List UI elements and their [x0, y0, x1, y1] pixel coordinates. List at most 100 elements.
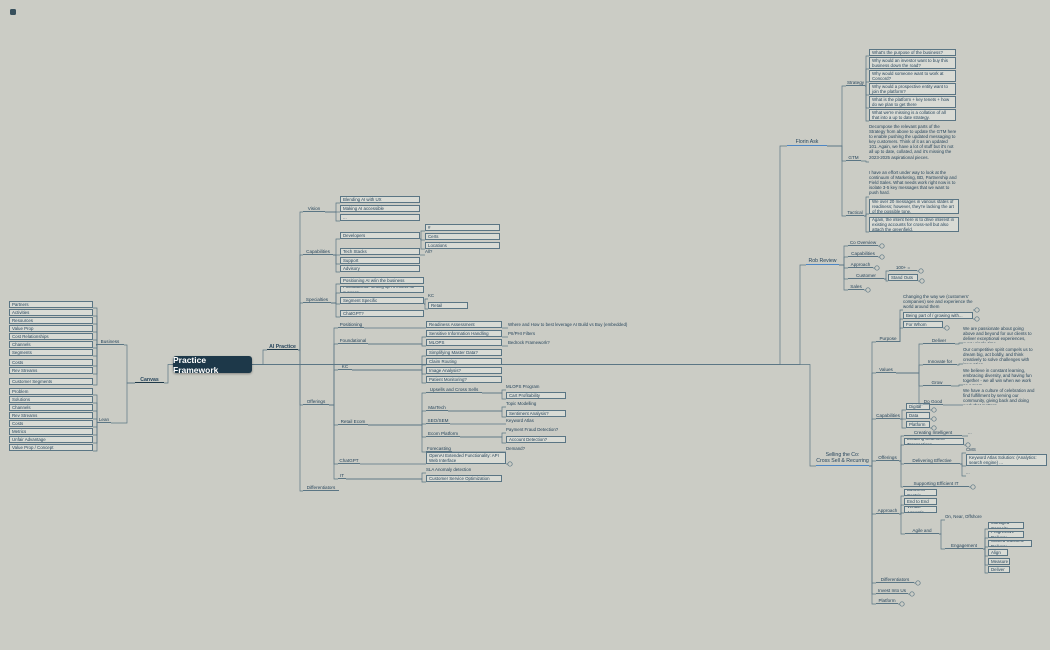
topic-off[interactable]: Offerings: [303, 399, 329, 405]
topic-cso[interactable]: Customer Service Optimization: [426, 475, 502, 482]
collapse-badge-rb4b[interactable]: [919, 278, 925, 284]
topic-retail[interactable]: Retail Ecom: [338, 419, 368, 425]
topic-stacks1[interactable]: All?: [425, 249, 433, 254]
topic-ofit[interactable]: IT: [338, 473, 346, 479]
topic-stacks[interactable]: Tech Stacks: [340, 248, 420, 255]
topic-seo[interactable]: SEO/SEM: [426, 418, 450, 424]
topic-eng[interactable]: Engagement Models: [945, 543, 983, 549]
topic-bm9[interactable]: Rev Streams: [9, 367, 93, 374]
topic-rb5[interactable]: Sales: [848, 284, 864, 290]
topic-eng2[interactable]: Progressive Delivery: [988, 531, 1024, 538]
topic-martech[interactable]: MarTech: [426, 405, 448, 411]
topic-fore[interactable]: Forecasting: [426, 446, 452, 452]
topic-bm5[interactable]: Cost Relationships: [9, 333, 93, 340]
collapse-badge-sinv[interactable]: [909, 591, 915, 597]
topic-soff[interactable]: Offerings: [876, 455, 899, 461]
topic-ofkc[interactable]: KC: [338, 364, 352, 370]
topic-where[interactable]: Where and How to best leverage AI Build …: [508, 322, 628, 327]
topic-v2[interactable]: Innovate for Impact: [923, 359, 957, 365]
topic-v4[interactable]: Do Good: [923, 399, 943, 405]
topic-ap4a[interactable]: On, Near, Offshore: [945, 514, 982, 519]
collapse-badge-rb3[interactable]: [874, 265, 880, 271]
topic-eng3[interactable]: Shared Outcome Delivery: [988, 540, 1032, 547]
topic-vi1[interactable]: Blending AI with UX: [340, 196, 420, 203]
topic-sla[interactable]: SLA Anomaly detection: [426, 467, 472, 472]
topic-q3[interactable]: Why would someone want to work at Concor…: [869, 70, 956, 82]
topic-pii[interactable]: PII/PHI Filters: [508, 331, 536, 336]
topic-vi2[interactable]: Making AI accessible: [340, 205, 420, 212]
topic-kc3[interactable]: Image Analysis?: [426, 367, 502, 374]
topic-scap[interactable]: Capabilities: [876, 413, 900, 419]
topic-bm6[interactable]: Channels: [9, 341, 93, 348]
topic-bm8[interactable]: Costs: [9, 359, 93, 366]
topic-so3[interactable]: Delivering Effective Activation: [904, 458, 960, 464]
topic-dev2[interactable]: Certs: [425, 233, 500, 240]
collapse-badge-sdiff[interactable]: [915, 580, 921, 586]
topic-bm[interactable]: Business Model: [96, 339, 124, 345]
topic-gtm[interactable]: GTM: [846, 155, 861, 161]
topic-spec[interactable]: Specialties: [303, 297, 331, 303]
collapse-badge-rb1[interactable]: [879, 243, 885, 249]
topic-sens[interactable]: Sensitive Information Handling: [426, 330, 502, 337]
topic-t1[interactable]: I have an effort under way to look at th…: [869, 170, 957, 196]
topic-mlops[interactable]: MLOPS: [426, 339, 502, 346]
topic-canvas[interactable]: Canvas: [135, 377, 164, 383]
topic-ap1[interactable]: Business Centric: [904, 489, 937, 496]
topic-vi3[interactable]: ...: [340, 214, 420, 221]
topic-aidiff[interactable]: Differentiators: [303, 485, 339, 491]
collapse-badge-rb2[interactable]: [879, 254, 885, 260]
topic-splat[interactable]: Platform: [876, 598, 898, 604]
topic-caps[interactable]: Capabilities: [303, 249, 333, 255]
collapse-badge-scap2[interactable]: [931, 416, 937, 422]
topic-dev1[interactable]: #: [425, 224, 500, 231]
topic-sp3a[interactable]: KC: [428, 293, 435, 298]
collapse-badge-pp1[interactable]: [974, 307, 980, 313]
topic-bm7[interactable]: Segments: [9, 349, 93, 356]
topic-so3a[interactable]: CMS: [966, 447, 976, 452]
topic-eng5[interactable]: Measure: [988, 558, 1010, 565]
collapse-badge-rb4a[interactable]: [918, 268, 924, 274]
topic-kc2[interactable]: Claim Routing: [426, 358, 502, 365]
topic-rb4b[interactable]: Stand Outs: [888, 274, 918, 281]
topic-ups[interactable]: Upsells and Cross Sells: [426, 387, 482, 393]
topic-q2[interactable]: Why would an investor want to buy this b…: [869, 57, 956, 69]
topic-ofchat[interactable]: ChatGPT: [338, 458, 360, 464]
topic-sp1[interactable]: Positioning AI w/in the business: [340, 277, 424, 284]
topic-so2[interactable]: Enabling Seamless Transactions: [904, 438, 964, 445]
topic-q6[interactable]: What we're missing is a collation of all…: [869, 109, 956, 121]
topic-v1[interactable]: Deliver Excellence: [923, 338, 955, 344]
topic-eng4[interactable]: Align: [988, 549, 1008, 556]
topic-sp4[interactable]: ChatGPT?: [340, 310, 424, 317]
topic-sp2[interactable]: Foundational: setting up AI efforts for …: [340, 286, 424, 293]
topic-so1[interactable]: Creating Intelligent Experiences: [904, 430, 962, 436]
topic-ln4[interactable]: Rev Streams: [9, 412, 93, 419]
topic-mt2[interactable]: Sentiment Analysis?: [506, 410, 566, 417]
topic-q4[interactable]: Why would a prospective entity want to j…: [869, 83, 956, 95]
topic-q1[interactable]: What's the purpose of the business?: [869, 49, 956, 56]
topic-ap3[interactable]: Vendor Agnostic: [904, 506, 937, 513]
topic-strategy[interactable]: Strategy: [846, 80, 865, 86]
collapse-badge-scap1[interactable]: [931, 407, 937, 413]
topic-root[interactable]: Practice Framework: [173, 356, 252, 373]
topic-pp1[interactable]: Changing the way we (customers' companie…: [903, 294, 973, 310]
topic-bm10[interactable]: Customer Segments: [9, 378, 93, 385]
topic-pp2[interactable]: Being part of / growing with...: [903, 312, 973, 319]
topic-florin[interactable]: Florin Ask: [787, 139, 827, 146]
topic-v1d[interactable]: We are passionate about going above and …: [963, 326, 1032, 343]
topic-fore1[interactable]: Demand?: [506, 446, 526, 451]
topic-ln6[interactable]: Metrics: [9, 428, 93, 435]
topic-so3b[interactable]: Keyword Atlas Solution: (Analytics: sear…: [966, 454, 1047, 466]
topic-so4[interactable]: Supporting Efficient IT operations: [903, 481, 969, 487]
topic-rb4[interactable]: Customer Overview: [848, 273, 884, 279]
topic-bm4[interactable]: Value Prop: [9, 325, 93, 332]
topic-sell[interactable]: Selling the Co: Cross Sell & Recurring: [816, 452, 869, 466]
topic-sdiff[interactable]: Differentiators: [876, 577, 914, 583]
topic-sp3[interactable]: Segment Specific: [340, 297, 424, 304]
topic-t3[interactable]: Again, the intent here is to drive inter…: [869, 217, 959, 232]
topic-bedrock[interactable]: Bedrock Framework?: [508, 340, 550, 345]
topic-ln3[interactable]: Channels: [9, 404, 93, 411]
topic-ai[interactable]: AI Practice: [267, 344, 298, 350]
topic-ups2[interactable]: Cart Profitability: [506, 392, 566, 399]
topic-t2[interactable]: We over 20 messages in various states of…: [869, 199, 959, 214]
topic-v4d[interactable]: We have a culture of celebration and fin…: [963, 388, 1035, 405]
